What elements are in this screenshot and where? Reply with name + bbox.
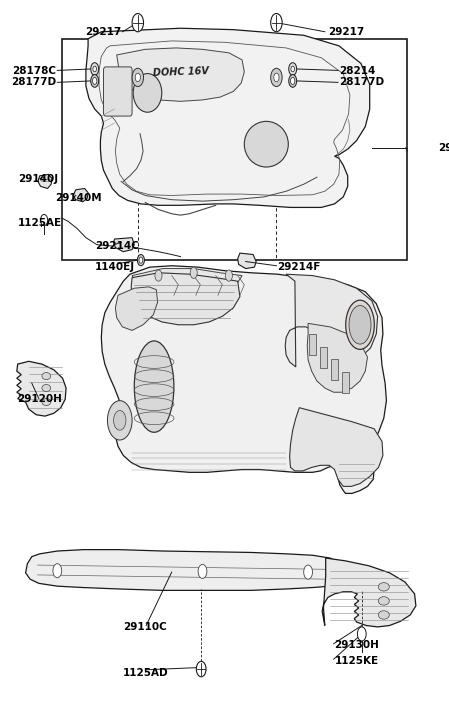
Polygon shape <box>285 274 378 367</box>
Polygon shape <box>322 558 416 627</box>
Circle shape <box>289 75 297 87</box>
Circle shape <box>304 565 313 579</box>
Circle shape <box>137 255 145 266</box>
Ellipse shape <box>379 583 389 591</box>
Polygon shape <box>115 287 158 331</box>
Bar <box>309 334 316 355</box>
Text: 28214: 28214 <box>339 66 375 76</box>
Polygon shape <box>38 174 52 189</box>
Circle shape <box>91 62 99 75</box>
Polygon shape <box>117 48 244 101</box>
Polygon shape <box>17 361 66 416</box>
Polygon shape <box>238 253 256 269</box>
Bar <box>320 346 327 368</box>
Text: 29217: 29217 <box>85 27 121 37</box>
Text: 29214F: 29214F <box>277 262 321 272</box>
Text: 28178C: 28178C <box>13 66 57 76</box>
Bar <box>331 359 338 380</box>
Circle shape <box>289 62 297 75</box>
Circle shape <box>139 257 143 263</box>
Circle shape <box>132 14 144 32</box>
Text: 1125AD: 1125AD <box>123 668 169 678</box>
Bar <box>342 372 349 393</box>
Polygon shape <box>307 323 367 392</box>
Polygon shape <box>131 272 240 325</box>
Text: DOHC 16V: DOHC 16V <box>152 67 209 78</box>
Polygon shape <box>86 28 370 207</box>
Ellipse shape <box>42 384 51 391</box>
Circle shape <box>132 68 144 87</box>
Ellipse shape <box>346 300 374 349</box>
Circle shape <box>225 270 233 281</box>
Polygon shape <box>114 237 134 252</box>
Circle shape <box>107 401 132 440</box>
Text: 28177D: 28177D <box>339 77 384 87</box>
Circle shape <box>114 411 126 430</box>
Circle shape <box>40 214 48 226</box>
Text: 29110C: 29110C <box>123 622 167 632</box>
Text: 29120H: 29120H <box>17 394 62 404</box>
Text: 28177D: 28177D <box>11 77 57 87</box>
Circle shape <box>291 77 295 85</box>
Text: 29240: 29240 <box>438 143 449 153</box>
Circle shape <box>271 68 282 87</box>
Text: 29217: 29217 <box>328 27 364 37</box>
Circle shape <box>274 73 279 82</box>
Text: 1125KE: 1125KE <box>335 655 379 665</box>
Circle shape <box>92 77 97 85</box>
Circle shape <box>91 75 99 87</box>
Ellipse shape <box>379 611 389 619</box>
Ellipse shape <box>42 373 51 379</box>
Text: 29140J: 29140J <box>18 174 58 184</box>
Polygon shape <box>73 189 88 201</box>
Ellipse shape <box>42 399 51 406</box>
Text: 1140EJ: 1140EJ <box>95 262 135 272</box>
Ellipse shape <box>349 305 371 344</box>
Text: 1125AE: 1125AE <box>18 218 62 228</box>
Circle shape <box>190 267 197 278</box>
Bar <box>62 39 407 260</box>
Text: 29130H: 29130H <box>335 640 379 650</box>
Circle shape <box>53 564 62 578</box>
Circle shape <box>93 66 97 72</box>
Circle shape <box>357 627 366 641</box>
Circle shape <box>198 564 207 579</box>
Circle shape <box>271 14 282 32</box>
Polygon shape <box>26 550 344 590</box>
Polygon shape <box>132 269 242 282</box>
Circle shape <box>155 270 162 281</box>
Ellipse shape <box>133 74 162 113</box>
Ellipse shape <box>379 597 389 605</box>
Polygon shape <box>290 408 383 486</box>
Circle shape <box>135 73 141 82</box>
Text: 29140M: 29140M <box>55 194 102 204</box>
Circle shape <box>196 661 206 677</box>
Text: 29214C: 29214C <box>95 241 139 251</box>
Ellipse shape <box>134 341 174 432</box>
Polygon shape <box>101 266 387 493</box>
FancyBboxPatch shape <box>103 67 132 116</box>
Ellipse shape <box>244 121 288 167</box>
Circle shape <box>291 66 295 72</box>
